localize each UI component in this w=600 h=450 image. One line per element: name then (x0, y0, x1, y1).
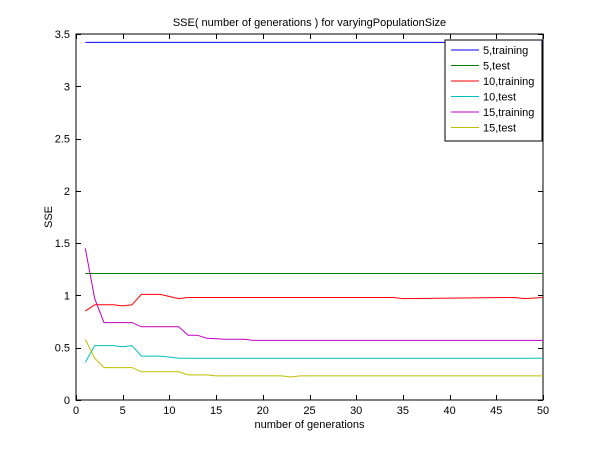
x-tick-label: 40 (443, 405, 455, 417)
y-tick-label: 1 (64, 290, 70, 302)
series-line-10-training (85, 293, 544, 312)
y-tick-label: 1.5 (55, 238, 70, 250)
y-axis-label: SSE (43, 206, 55, 228)
series-line-15-training (84, 248, 543, 341)
y-tick-label: 0.5 (55, 343, 70, 355)
x-tick-label: 50 (537, 405, 549, 417)
x-tick-label: 0 (73, 405, 79, 417)
legend-entry: 5,test (483, 61, 510, 73)
legend-entry: 10,test (483, 92, 516, 104)
x-tick-label: 20 (257, 405, 269, 417)
series-line-15-test (84, 339, 543, 378)
x-tick-label: 25 (303, 405, 315, 417)
legend-entry: 15,training (483, 107, 534, 119)
y-tick-label: 3.5 (55, 29, 70, 41)
x-tick-label: 5 (120, 405, 126, 417)
x-tick-label: 30 (350, 405, 362, 417)
y-tick-label: 2.5 (55, 134, 70, 146)
x-tick-label: 45 (490, 405, 502, 417)
legend: 5,training 5,test 10,training 10,test 15,tra… (444, 39, 543, 142)
y-tick-label: 0 (64, 395, 70, 407)
series-line-10-test (84, 345, 543, 363)
x-axis-label: number of generations (254, 419, 365, 431)
legend-entry: 10,training (483, 76, 534, 88)
x-tick-label: 15 (210, 405, 222, 417)
chart-title: SSE( number of generations ) for varying… (173, 17, 446, 29)
legend-entry: 5,training (483, 45, 528, 57)
x-tick-label: 10 (163, 405, 175, 417)
y-tick-label: 2 (64, 186, 70, 198)
legend-box (444, 39, 543, 142)
x-tick-label: 35 (397, 405, 409, 417)
y-tick-label: 3 (64, 81, 70, 93)
legend-entry: 15,test (483, 123, 516, 135)
